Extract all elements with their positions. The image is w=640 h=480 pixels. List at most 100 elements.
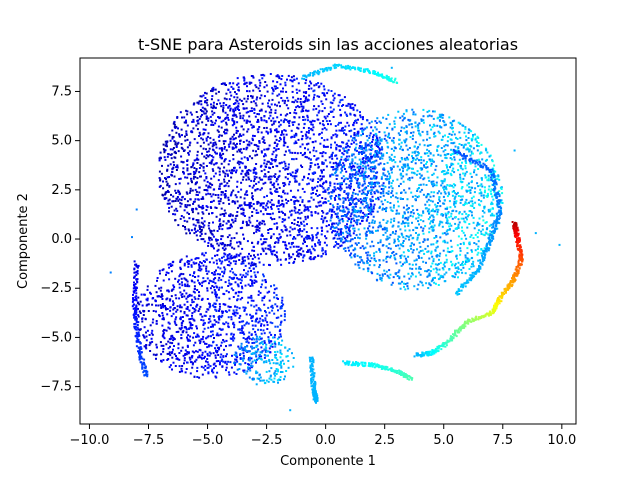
cluster-point [419,183,422,186]
cluster-point [202,212,205,215]
cluster-point [256,121,259,123]
cluster-point [233,237,236,239]
cluster-point [234,217,237,220]
cluster-point [210,177,213,180]
cluster-point [235,171,237,174]
cluster-point [215,215,218,218]
cluster-point [386,178,388,181]
cluster-point [313,146,315,149]
cluster-point [316,114,319,117]
cluster-point [424,247,427,250]
cluster-point [482,233,485,236]
cluster-point [272,117,275,120]
cluster-point [235,253,238,256]
cluster-point [376,229,379,232]
cluster-point [412,209,415,212]
cluster-point [380,176,383,179]
cluster-point [262,275,265,278]
cluster-point [375,250,378,253]
cluster-point [438,258,440,261]
cluster-point [425,261,427,264]
cluster-point [371,231,374,234]
cluster-point [239,161,242,164]
cluster-point [225,339,228,342]
cluster-point [380,192,383,195]
cluster-point [481,185,484,188]
cluster-point [348,180,351,183]
cluster-point [274,160,277,163]
cluster-point [474,249,477,252]
cluster-point [208,351,211,354]
cluster-point [426,200,429,203]
cluster-point [390,182,393,185]
cluster-point [227,143,230,146]
cluster-point [443,191,446,194]
cluster-point [158,177,161,179]
cluster-point [193,308,196,310]
cluster-point [333,92,336,95]
cluster-point [193,351,196,354]
cluster-point [276,131,278,134]
cluster-point [407,216,410,219]
cluster-point [304,133,307,136]
cluster-point [182,216,185,219]
cluster-point [222,140,225,143]
cluster-point [238,109,240,111]
cluster-point [180,272,183,275]
cluster-point [425,196,428,199]
cluster-point [235,196,238,199]
cluster-point [341,129,344,132]
cluster-point [191,307,194,310]
cluster-point [235,99,238,102]
cluster-point [200,103,203,106]
cluster-point [444,192,447,195]
cluster-point [408,263,411,266]
cluster-point [432,110,434,113]
cluster-point [455,255,458,258]
cluster-point [241,258,244,260]
cluster-point [168,198,171,201]
cluster-point [412,134,414,137]
cluster-point [450,158,453,161]
cluster-point [168,352,171,355]
cluster-point [415,217,418,220]
cluster-point [426,161,428,163]
cluster-point [212,193,215,196]
cluster-point [275,75,278,78]
cluster-point [331,191,334,194]
cluster-point [268,99,271,102]
cluster-point [443,153,446,156]
cluster-point [357,193,359,196]
cluster-point [364,127,367,130]
cluster-point [223,270,226,273]
cluster-point [269,264,271,267]
cluster-point [444,144,447,146]
cluster-point [476,236,479,239]
cluster-point [464,272,467,275]
cluster-point [473,227,476,230]
cluster-point [287,253,290,256]
cluster-point [440,213,443,215]
cluster-point [428,109,431,112]
cluster-point [483,205,486,208]
cluster-point [436,245,439,248]
cluster-point [331,210,333,213]
cluster-point [363,197,365,200]
cluster-point [168,134,171,137]
cluster-point [349,234,352,237]
cluster-point [307,127,310,129]
cluster-point [210,195,213,198]
cluster-point [451,250,454,252]
cluster-point [265,148,268,151]
cluster-point [355,215,358,218]
cluster-point [340,167,343,170]
cluster-point [380,225,383,228]
cluster-point [229,270,232,273]
cluster-point [326,92,329,95]
cluster-point [214,194,217,196]
cluster-point [492,171,495,174]
cluster-point [287,200,290,202]
cluster-point [403,285,405,288]
cluster-point [422,139,425,142]
cluster-point [348,166,351,169]
